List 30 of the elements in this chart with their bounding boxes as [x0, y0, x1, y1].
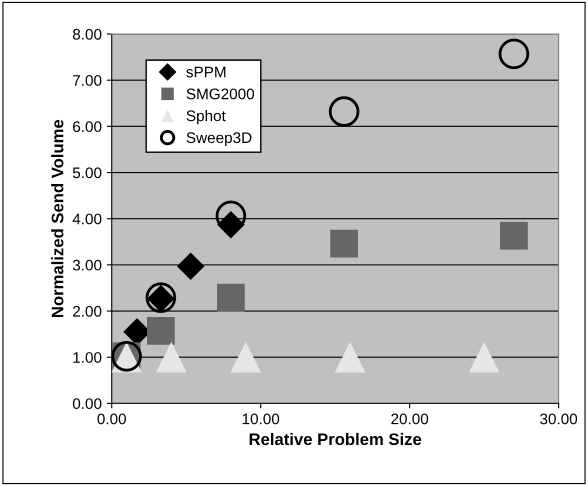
y-tick-label: 0.00 [72, 398, 102, 410]
y-tick-label: 6.00 [73, 121, 102, 132]
point [334, 342, 366, 372]
y-tick-label: 2.00 [73, 306, 102, 317]
legend-label: SMG2000 [186, 88, 254, 100]
y-tick-label: 8.00 [72, 28, 102, 40]
point [156, 342, 187, 372]
legend-label: Sweep3D [186, 132, 252, 146]
point [328, 96, 360, 127]
x-tick-label: 0.00 [97, 414, 126, 424]
y-tick-label: 1.00 [73, 352, 102, 363]
legend-label: sPPM [186, 66, 226, 78]
point [500, 222, 528, 250]
legend-label: Sphot [186, 110, 226, 124]
point [217, 284, 245, 312]
point [146, 317, 175, 345]
x-tick-label: 10.00 [242, 414, 280, 424]
y-tick-label: 4.00 [72, 214, 102, 224]
point [498, 38, 530, 70]
x-tick-label: 20.00 [391, 414, 428, 424]
point [176, 252, 204, 280]
x-tick-label: 30.00 [540, 414, 578, 424]
y-tick-label: 5.00 [72, 167, 102, 178]
x-axis-title: Relative Problem Size [250, 432, 422, 446]
y-axis-title: Normalized Send Volume [51, 120, 64, 317]
y-tick-label: 7.00 [73, 75, 102, 86]
point [230, 342, 262, 372]
y-tick-label: 3.00 [72, 260, 102, 271]
point [468, 342, 500, 372]
point [330, 230, 358, 258]
